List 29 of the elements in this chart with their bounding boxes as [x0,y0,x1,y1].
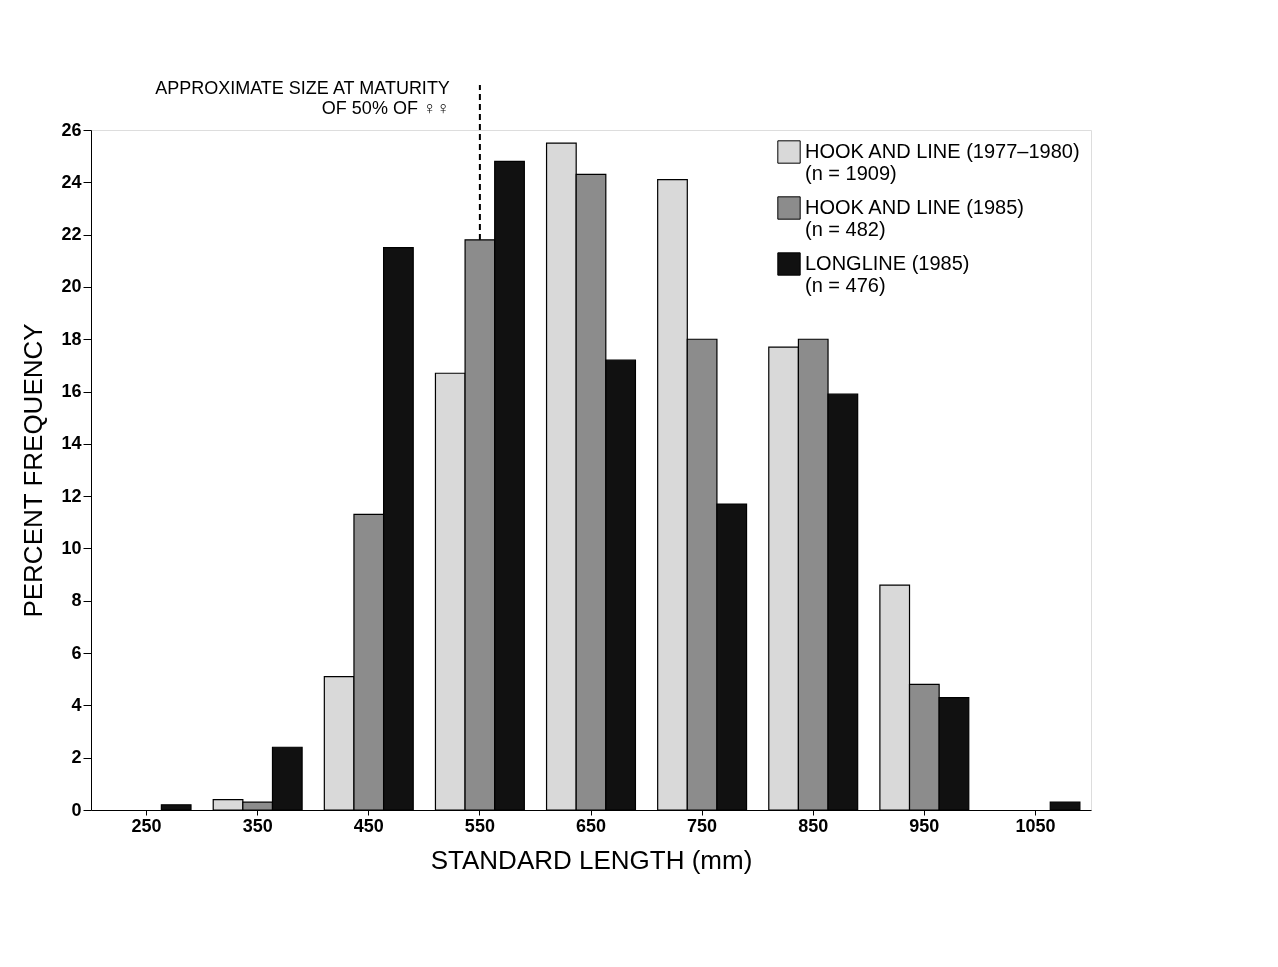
x-tick-label: 750 [687,815,718,836]
x-tick-label: 350 [242,815,273,836]
y-tick-label: 2 [71,747,82,768]
y-tick-label: 4 [71,694,82,715]
x-tick-label: 250 [131,815,162,836]
y-tick-label: 6 [71,642,82,663]
y-tick-label: 24 [61,171,82,192]
y-tick-label: 0 [71,799,82,820]
x-tick-label: 550 [464,815,495,836]
y-tick-label: 26 [61,119,82,140]
y-axis-title: PERCENT FREQUENCY [18,323,49,618]
x-tick-label: 1050 [1015,815,1056,836]
legend-label: HOOK AND LINE (1985) (n = 482) [805,196,1024,240]
x-tick-label: 850 [798,815,829,836]
x-tick-label: 450 [353,815,384,836]
x-tick-label: 950 [909,815,940,836]
y-tick-label: 12 [61,485,82,506]
y-tick-label: 8 [71,590,82,611]
y-tick-label: 10 [61,537,82,558]
ref-line-label: APPROXIMATE SIZE AT MATURITY OF 50% OF ♀♀ [155,78,450,118]
x-axis-title: STANDARD LENGTH (mm) [430,844,753,875]
y-tick-label: 20 [61,276,82,297]
legend-label: HOOK AND LINE (1977–1980) (n = 1909) [805,140,1080,184]
y-tick-label: 18 [61,328,82,349]
legend-label: LONGLINE (1985) (n = 476) [805,252,970,296]
y-tick-label: 14 [61,433,82,454]
y-tick-label: 22 [61,224,82,245]
y-tick-label: 16 [61,381,82,402]
x-tick-label: 650 [575,815,607,836]
